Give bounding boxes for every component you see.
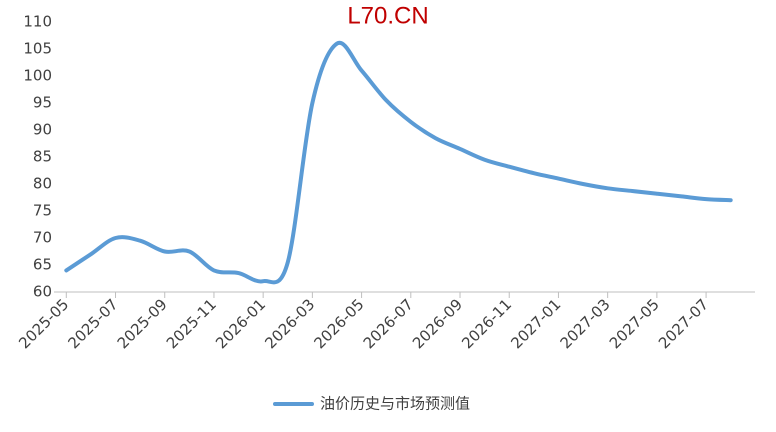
x-tick-label: 2026-03 [261,295,318,352]
y-tick-label: 60 [33,283,52,301]
x-tick-label: 2026-07 [360,295,417,352]
x-tick-label: 2025-09 [114,295,171,352]
y-tick-label: 70 [33,229,52,247]
x-tick-label: 2027-01 [507,295,564,352]
y-tick-label: 80 [33,175,52,193]
x-tick-label: 2026-09 [409,295,466,352]
chart-title: L70.CN [347,2,428,29]
y-tick-label: 90 [33,121,52,139]
y-tick-label: 85 [33,148,52,166]
x-tick-label: 2025-07 [64,295,121,352]
y-tick-label: 65 [33,256,52,274]
y-tick-label: 95 [33,94,52,112]
x-tick-label: 2027-03 [557,295,614,352]
x-tick-label: 2027-07 [655,295,712,352]
x-tick-label: 2025-11 [163,295,220,352]
y-tick-label: 100 [23,67,52,85]
x-tick-label: 2025-05 [15,295,72,352]
x-tick-label: 2027-05 [606,295,663,352]
y-tick-label: 110 [23,13,52,31]
y-tick-label: 105 [23,40,52,58]
line [64,40,733,285]
y-tick-label: 75 [33,202,52,220]
x-tick-label: 2026-05 [311,295,368,352]
x-tick-label: 2026-01 [212,295,269,352]
legend-label: 油价历史与市场预测值 [320,395,470,413]
x-tick-label: 2026-11 [458,295,515,352]
